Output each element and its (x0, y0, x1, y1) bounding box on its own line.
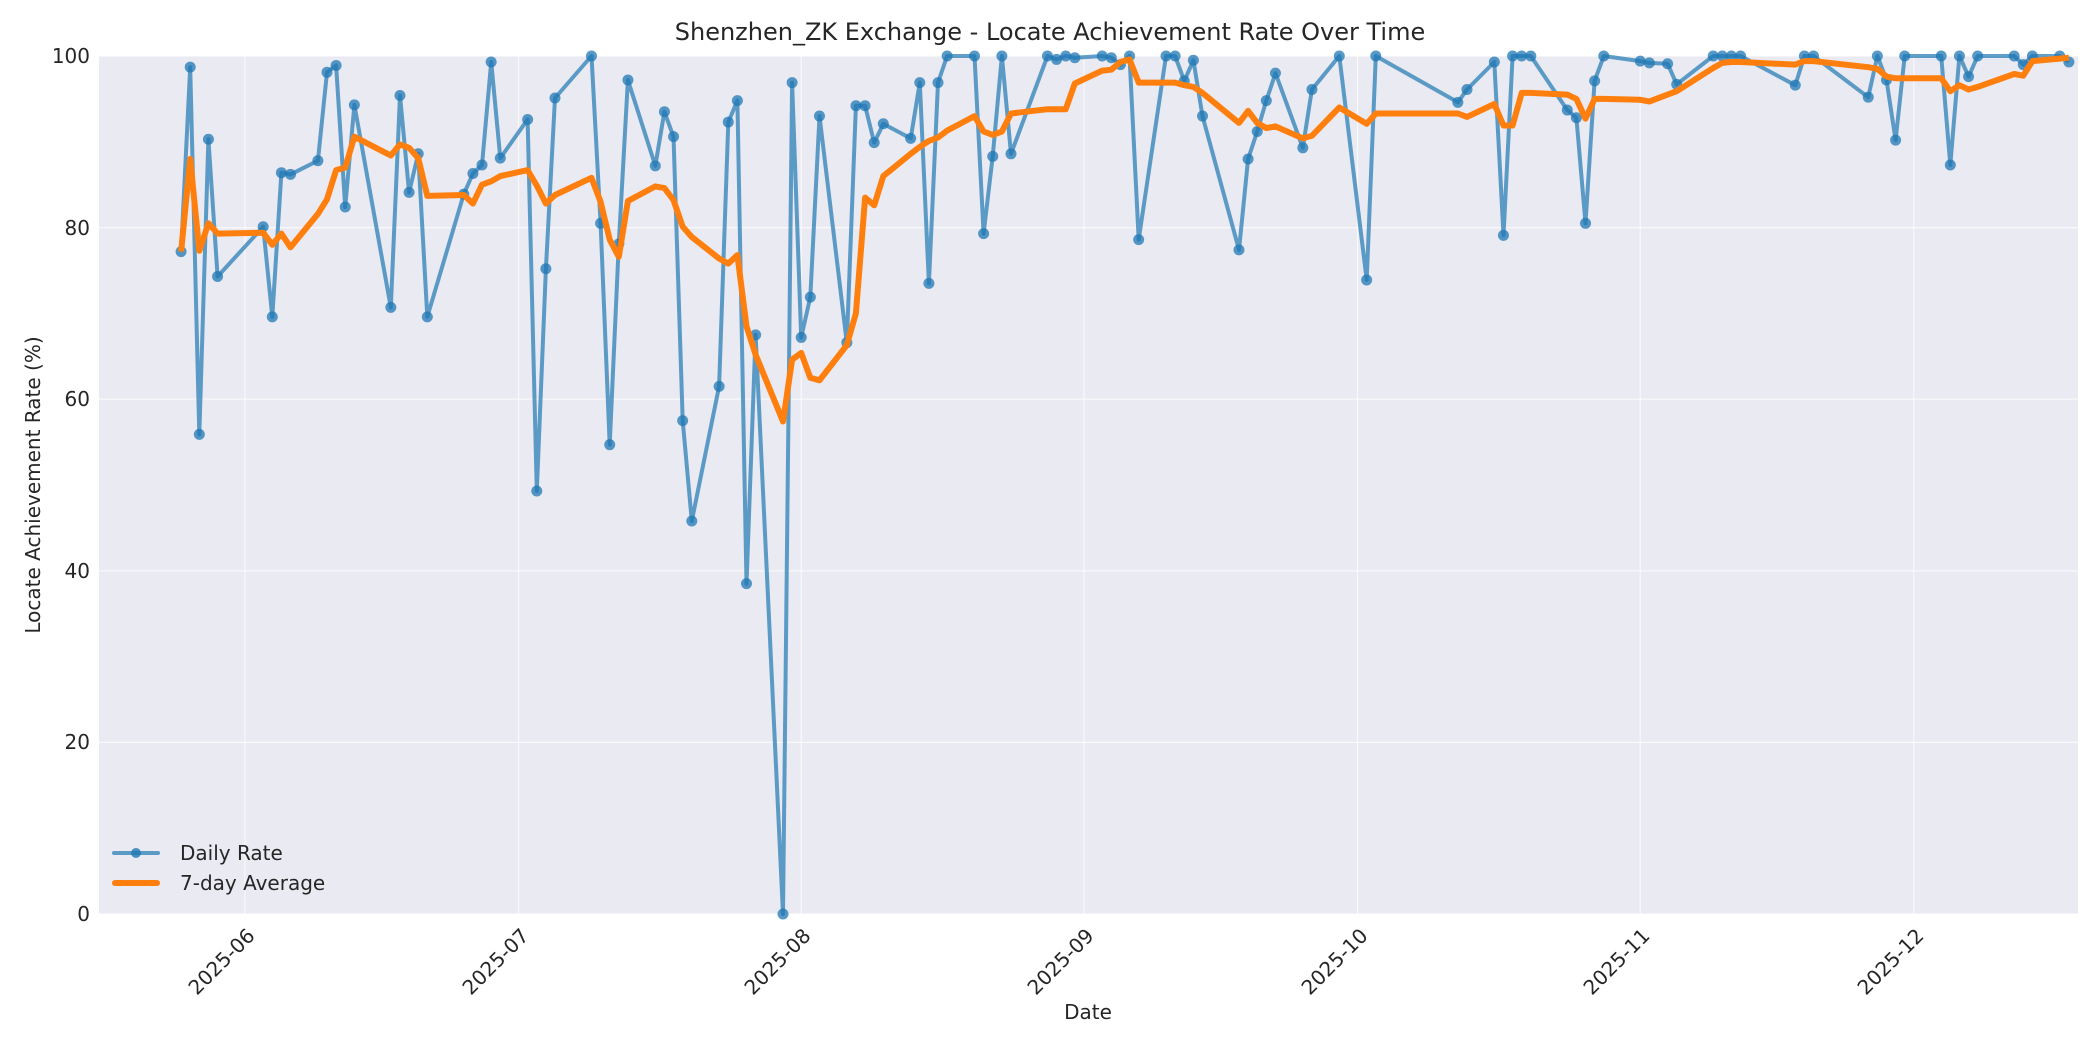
line-icon (112, 873, 160, 893)
line-marker-icon (112, 843, 160, 863)
x-axis-label: Date (1064, 1000, 1112, 1024)
legend: Daily Rate 7-day Average (112, 838, 325, 898)
y-tick-label: 100 (51, 44, 90, 68)
y-tick-label: 0 (77, 902, 90, 926)
y-tick-label: 20 (64, 730, 90, 755)
y-tick-label: 40 (64, 558, 90, 583)
legend-label: 7-day Average (180, 871, 326, 895)
legend-item-daily-rate: Daily Rate (112, 838, 325, 868)
y-tick-label: 60 (64, 387, 90, 412)
legend-label: Daily Rate (180, 841, 283, 865)
y-tick-label: 80 (64, 215, 90, 240)
y-axis-label: Locate Achievement Rate (%) (21, 336, 45, 634)
legend-item-7-day-average: 7-day Average (112, 868, 325, 898)
chart-title: Shenzhen_ZK Exchange - Locate Achievemen… (674, 18, 1426, 46)
